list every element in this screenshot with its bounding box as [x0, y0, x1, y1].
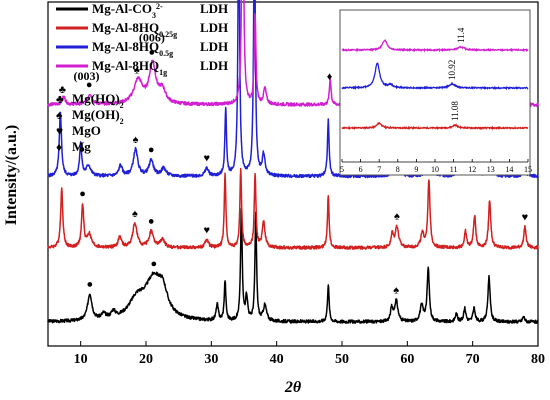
inset-peak-label: 11.08: [450, 101, 460, 121]
phase-legend: ♣ Mg(HQ)2 ♠ Mg(OH)2 ♥ MgO ♦ Mg: [56, 91, 124, 154]
inset-peak-label: 10.92: [447, 60, 457, 80]
peak-marker: ●: [79, 188, 86, 200]
inset-chart: 11.08 10.92 11.4 5 6 7 8 9 10 11 12 13 14 15: [339, 9, 532, 176]
peak-marker: ♠: [394, 210, 400, 222]
x-tick-label: 40: [270, 352, 284, 367]
x-tick-label: 70: [466, 352, 480, 367]
x-tick-label: 10: [74, 352, 88, 367]
hkl-annotations: (003) (006): [74, 30, 165, 83]
legend-label: Mg-Al-8HQ0.25g: [92, 20, 177, 39]
main-x-ticks: 10 20 30 40 50 60 70 80: [74, 341, 545, 367]
phase-symbol: ♦: [56, 140, 62, 154]
peak-marker: ●: [86, 278, 93, 290]
series-line: [47, 167, 539, 250]
inset-tick-label: 12: [468, 165, 476, 174]
x-tick-label: 80: [531, 352, 545, 367]
inset-peak-labels: 11.08 10.92 11.4: [447, 27, 466, 121]
legend-suffix: LDH: [200, 58, 228, 73]
peak-marker: ♥: [522, 211, 529, 223]
phase-symbol: ♠: [56, 108, 63, 122]
inset-series-line: [341, 121, 529, 131]
series-legend: Mg-Al-CO32- LDH Mg-Al-8HQ0.25g LDH Mg-Al-8HQ…: [56, 1, 228, 77]
peak-marker: ●: [148, 216, 155, 228]
phase-label: Mg(HQ)2: [72, 91, 124, 110]
inset-tick-label: 11: [450, 165, 458, 174]
peak-marker: ●: [86, 79, 93, 91]
phase-label: MgO: [72, 123, 101, 138]
inset-tick-label: 10: [431, 165, 439, 174]
phase-symbol: ♥: [56, 124, 63, 138]
peak-marker: ♠: [134, 65, 140, 77]
inset-peak-label: 11.4: [456, 27, 466, 43]
legend-label: Mg-Al-8HQ0.5g: [92, 39, 173, 58]
legend-label: Mg-Al-CO32-: [92, 1, 163, 20]
peak-marker: ●: [79, 144, 86, 156]
peak-marker: ●: [148, 144, 155, 156]
peak-marker: ♠: [132, 208, 138, 220]
peak-marker: ●: [151, 258, 158, 270]
phase-label: Mg: [72, 139, 91, 154]
legend-suffix: LDH: [200, 1, 228, 16]
series-line: [47, 208, 539, 324]
inset-panel: [339, 9, 531, 176]
peak-marker: ♦: [327, 71, 333, 83]
peak-marker: ♣: [59, 84, 66, 96]
inset-tick-label: 14: [505, 165, 513, 174]
phase-label: Mg(OH)2: [72, 107, 124, 126]
x-tick-label: 50: [335, 352, 349, 367]
peak-marker: ♠: [133, 134, 139, 146]
phase-symbol: ♣: [56, 92, 64, 106]
inset-tick-label: 8: [396, 165, 400, 174]
peak-marker: ♠: [393, 284, 399, 296]
hkl-label: (003): [74, 69, 100, 83]
x-tick-label: 60: [400, 352, 414, 367]
peak-marker: ♥: [203, 224, 210, 236]
inset-tick-label: 15: [524, 165, 532, 174]
inset-series-line: [341, 62, 529, 91]
legend-suffix: LDH: [200, 39, 228, 54]
inset-series-group: [341, 39, 529, 131]
x-tick-label: 30: [204, 352, 218, 367]
legend-suffix: LDH: [200, 20, 228, 35]
y-axis-label: Intensity/(a.u.): [3, 125, 20, 225]
inset-tick-label: 13: [487, 165, 495, 174]
inset-x-ticks: 5 6 7 8 9 10 11 12 13 14 15: [340, 159, 532, 174]
x-axis-label: 2θ: [284, 379, 302, 396]
x-tick-label: 20: [139, 352, 153, 367]
inset-tick-label: 9: [414, 165, 418, 174]
legend-label: Mg-Al-8HQ1g: [92, 58, 167, 77]
inset-tick-label: 7: [377, 165, 381, 174]
inset-series-line: [341, 39, 529, 53]
peak-marker: ●: [149, 46, 156, 58]
inset-tick-label: 6: [359, 165, 363, 174]
peak-marker: ♥: [203, 153, 210, 165]
hkl-label: (006): [139, 30, 165, 44]
inset-tick-label: 5: [340, 165, 344, 174]
